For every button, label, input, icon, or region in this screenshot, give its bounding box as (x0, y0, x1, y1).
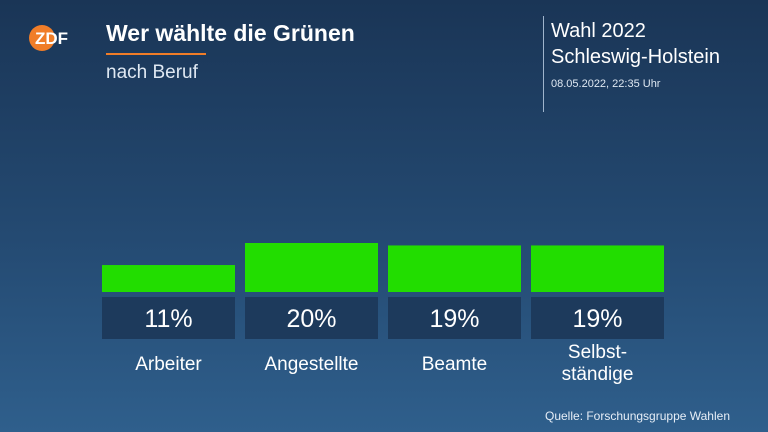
value-box-1 (245, 297, 378, 339)
value-box-2 (388, 297, 521, 339)
zdf-logo: ZDF (29, 25, 68, 51)
category-label-1: Angestellte (264, 354, 358, 375)
value-label-0: 11% (144, 305, 192, 333)
category-label-0: Arbeiter (135, 354, 202, 375)
election-region: Schleswig-Holstein (551, 46, 720, 68)
bar-2 (388, 245, 521, 292)
source-note: Quelle: Forschungsgruppe Wahlen (545, 409, 730, 423)
bar-0 (102, 265, 235, 292)
chart-subtitle: nach Beruf (106, 62, 198, 83)
value-label-3: 19% (572, 305, 622, 333)
chart-title: Wer wählte die Grünen (106, 20, 355, 46)
bar-3 (531, 245, 664, 292)
timestamp: 08.05.2022, 22:35 Uhr (551, 78, 661, 90)
logo-text: ZDF (35, 29, 68, 48)
value-box-0 (102, 297, 235, 339)
title-underline (106, 53, 206, 55)
value-label-2: 19% (429, 305, 479, 333)
category-label-3: Selbst-ständige (562, 342, 634, 385)
value-box-3 (531, 297, 664, 339)
category-label-2: Beamte (422, 354, 487, 375)
value-label-1: 20% (286, 305, 336, 333)
bar-1 (245, 243, 378, 292)
election-name: Wahl 2022 (551, 20, 646, 42)
header-divider (543, 16, 544, 112)
